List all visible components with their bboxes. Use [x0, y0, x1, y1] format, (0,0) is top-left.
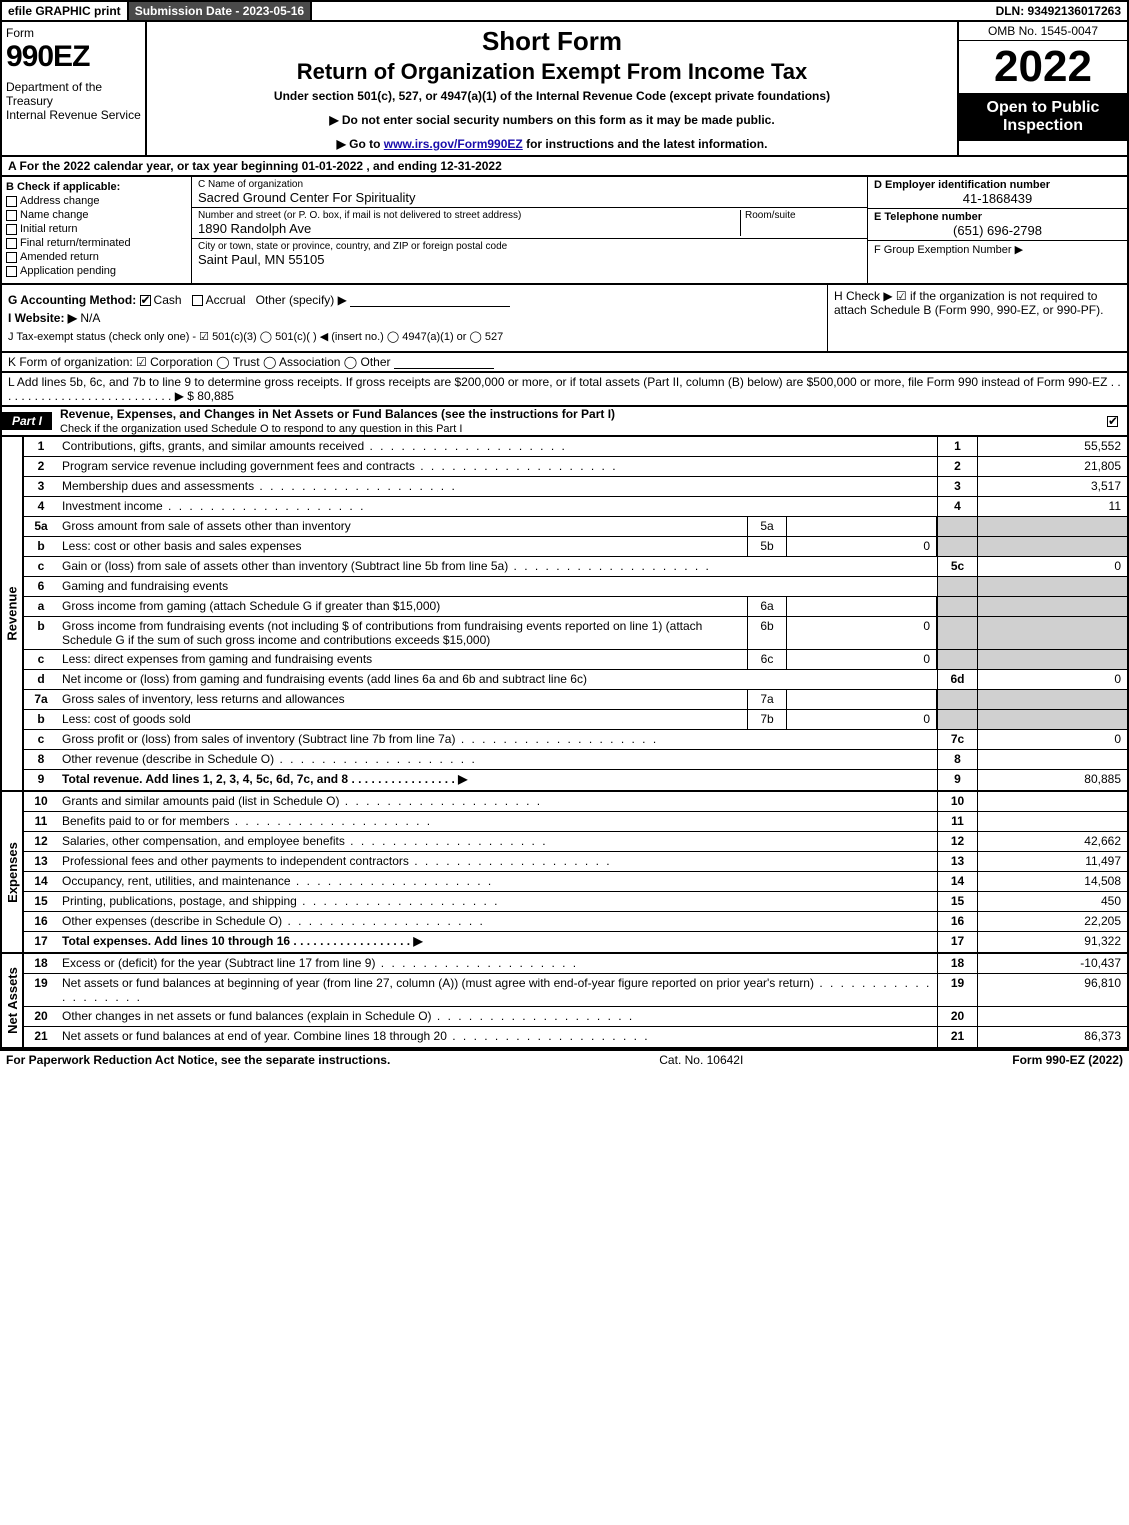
- line-a: A For the 2022 calendar year, or tax yea…: [0, 157, 1129, 177]
- part1-grid: Revenue 1Contributions, gifts, grants, a…: [0, 437, 1129, 1049]
- return-title: Return of Organization Exempt From Incom…: [157, 59, 947, 85]
- phone-cell: E Telephone number (651) 696-2798: [868, 209, 1127, 241]
- short-form-title: Short Form: [157, 26, 947, 57]
- header-mid: Short Form Return of Organization Exempt…: [147, 22, 957, 155]
- street-label: Number and street (or P. O. box, if mail…: [198, 210, 736, 221]
- other-specify-input[interactable]: [350, 293, 510, 307]
- page-footer: For Paperwork Reduction Act Notice, see …: [0, 1049, 1129, 1069]
- form-number: 990EZ: [6, 40, 141, 74]
- check-final-return[interactable]: Final return/terminated: [6, 237, 187, 249]
- check-accrual[interactable]: [192, 295, 203, 306]
- submission-date: Submission Date - 2023-05-16: [129, 2, 312, 20]
- ein-label: D Employer identification number: [874, 179, 1121, 191]
- line-l: L Add lines 5b, 6c, and 7b to line 9 to …: [0, 373, 1129, 407]
- tax-year: 2022: [959, 41, 1127, 93]
- ein-cell: D Employer identification number 41-1868…: [868, 177, 1127, 209]
- ein: 41-1868439: [874, 191, 1121, 206]
- part1-header: Part I Revenue, Expenses, and Changes in…: [0, 407, 1129, 437]
- revenue-side-label: Revenue: [2, 437, 24, 790]
- check-cash[interactable]: [140, 295, 151, 306]
- check-name-change[interactable]: Name change: [6, 209, 187, 221]
- block-ghij: G Accounting Method: Cash Accrual Other …: [0, 285, 1129, 353]
- room-label: Room/suite: [745, 210, 861, 221]
- part1-schedule-o-check[interactable]: [1107, 414, 1121, 428]
- org-name-label: C Name of organization: [198, 179, 861, 190]
- efile-label: efile GRAPHIC print: [2, 2, 129, 20]
- city-cell: City or town, state or province, country…: [192, 239, 867, 269]
- phone-label: E Telephone number: [874, 211, 1121, 223]
- line-g: G Accounting Method: Cash Accrual Other …: [8, 293, 821, 307]
- dln: DLN: 93492136017263: [990, 2, 1127, 20]
- phone: (651) 696-2798: [874, 223, 1121, 238]
- expenses-side-label: Expenses: [2, 792, 24, 952]
- k-other-input[interactable]: [394, 355, 494, 369]
- b-label: B Check if applicable:: [6, 181, 187, 193]
- line-k: K Form of organization: ☑ Corporation ◯ …: [0, 353, 1129, 373]
- footer-left: For Paperwork Reduction Act Notice, see …: [6, 1053, 390, 1067]
- check-application-pending[interactable]: Application pending: [6, 265, 187, 277]
- street-cell: Number and street (or P. O. box, if mail…: [192, 208, 867, 239]
- block-bcdef: B Check if applicable: Address change Na…: [0, 177, 1129, 285]
- group-exemption-label: F Group Exemption Number ▶: [874, 243, 1121, 256]
- line-j: J Tax-exempt status (check only one) - ☑…: [8, 329, 821, 343]
- header-left: Form 990EZ Department of the Treasury In…: [2, 22, 147, 155]
- section-def: D Employer identification number 41-1868…: [867, 177, 1127, 283]
- form-header: Form 990EZ Department of the Treasury In…: [0, 22, 1129, 157]
- goto-pre: ▶ Go to: [337, 137, 384, 151]
- header-right: OMB No. 1545-0047 2022 Open to Public In…: [957, 22, 1127, 155]
- city: Saint Paul, MN 55105: [198, 252, 861, 267]
- check-amended-return[interactable]: Amended return: [6, 251, 187, 263]
- check-address-change[interactable]: Address change: [6, 195, 187, 207]
- line-i: I Website: ▶ N/A: [8, 311, 821, 325]
- group-exemption-cell: F Group Exemption Number ▶: [868, 241, 1127, 283]
- department: Department of the Treasury Internal Reve…: [6, 80, 141, 122]
- footer-cat: Cat. No. 10642I: [659, 1053, 743, 1067]
- section-b: B Check if applicable: Address change Na…: [2, 177, 192, 283]
- open-to-public: Open to Public Inspection: [959, 93, 1127, 141]
- part1-title: Revenue, Expenses, and Changes in Net As…: [60, 407, 615, 435]
- topbar: efile GRAPHIC print Submission Date - 20…: [0, 0, 1129, 22]
- ghij-left: G Accounting Method: Cash Accrual Other …: [2, 285, 827, 351]
- form-word: Form: [6, 26, 141, 40]
- bullet-goto: ▶ Go to www.irs.gov/Form990EZ for instru…: [157, 137, 947, 151]
- netassets-side-label: Net Assets: [2, 954, 24, 1047]
- part1-badge: Part I: [2, 412, 52, 430]
- street: 1890 Randolph Ave: [198, 221, 736, 236]
- website-val: N/A: [80, 311, 100, 325]
- section-c: C Name of organization Sacred Ground Cen…: [192, 177, 867, 283]
- under-section: Under section 501(c), 527, or 4947(a)(1)…: [157, 89, 947, 103]
- irs-link[interactable]: www.irs.gov/Form990EZ: [384, 137, 523, 151]
- bullet-ssn: ▶ Do not enter social security numbers o…: [157, 113, 947, 127]
- line-h: H Check ▶ ☑ if the organization is not r…: [827, 285, 1127, 351]
- goto-post: for instructions and the latest informat…: [523, 137, 768, 151]
- check-initial-return[interactable]: Initial return: [6, 223, 187, 235]
- omb-number: OMB No. 1545-0047: [959, 22, 1127, 41]
- city-label: City or town, state or province, country…: [198, 241, 861, 252]
- footer-formno: Form 990-EZ (2022): [1012, 1053, 1123, 1067]
- org-name: Sacred Ground Center For Spirituality: [198, 190, 861, 205]
- org-name-cell: C Name of organization Sacred Ground Cen…: [192, 177, 867, 208]
